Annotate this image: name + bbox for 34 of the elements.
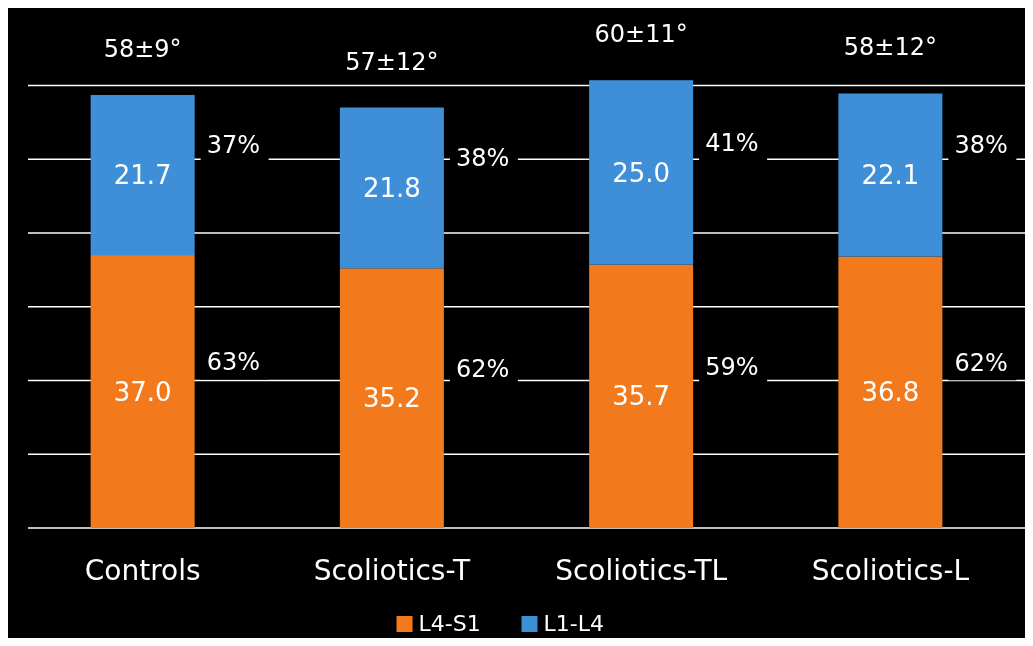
bar bbox=[589, 80, 694, 265]
bar bbox=[339, 268, 444, 528]
x-tick-label: Scoliotics-L bbox=[811, 554, 970, 587]
x-tick-label: Controls bbox=[84, 554, 201, 587]
annotation: 38% bbox=[954, 131, 1008, 160]
annotation: 63% bbox=[206, 347, 260, 376]
bar bbox=[838, 93, 943, 257]
total-label: 58±9° bbox=[103, 34, 182, 63]
data-label: 21.7 bbox=[113, 160, 172, 191]
total-label: 60±11° bbox=[594, 20, 688, 49]
data-label: 36.8 bbox=[861, 377, 920, 408]
x-tick-label: Scoliotics-T bbox=[313, 554, 471, 587]
data-label: 25.0 bbox=[612, 157, 671, 188]
data-label: 37.0 bbox=[113, 376, 172, 407]
bar bbox=[589, 264, 694, 528]
data-label: 22.1 bbox=[861, 160, 920, 191]
legend-label: L1-L4 bbox=[543, 611, 604, 636]
bar bbox=[90, 255, 195, 528]
bar bbox=[90, 94, 195, 256]
annotation: 37% bbox=[206, 131, 260, 160]
data-label: 35.7 bbox=[612, 381, 671, 412]
data-label: 35.2 bbox=[362, 383, 421, 414]
data-label: 21.8 bbox=[362, 173, 421, 204]
total-label: 57±12° bbox=[345, 47, 439, 76]
bar bbox=[838, 256, 943, 528]
legend-label: L4-S1 bbox=[418, 611, 481, 636]
annotation: 38% bbox=[455, 144, 510, 173]
total-label: 58±12° bbox=[843, 33, 937, 62]
annotation: 62% bbox=[455, 354, 510, 383]
annotation: 41% bbox=[705, 128, 759, 157]
bar bbox=[339, 107, 444, 269]
annotation: 59% bbox=[705, 352, 759, 381]
annotation: 62% bbox=[954, 348, 1008, 377]
x-tick-label: Scoliotics-TL bbox=[555, 554, 728, 587]
